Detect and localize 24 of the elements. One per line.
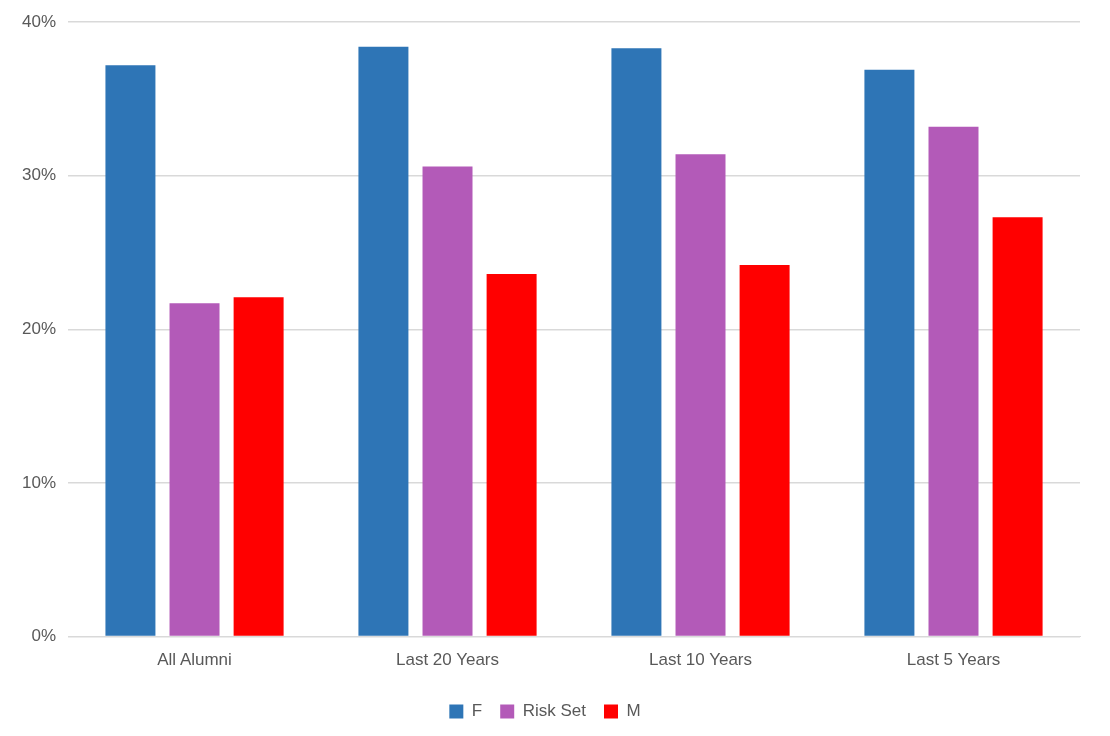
bar [422,166,473,636]
x-tick-label: Last 20 Years [396,650,500,670]
x-tick-label: Last 5 Years [906,650,1001,670]
legend-label: Risk Set [522,701,587,721]
bar [739,264,790,636]
bar [611,48,662,636]
bar [105,65,156,636]
x-tick-label: All Alumni [157,650,232,670]
y-tick-label: 10% [21,472,57,492]
bar [169,303,220,636]
bar [233,297,284,636]
bar [992,217,1043,636]
legend-label: M [626,701,641,721]
y-tick-label: 20% [21,319,57,339]
bar [358,46,409,636]
x-tick-label: Last 10 Years [648,650,753,670]
bar [486,274,537,636]
y-tick-label: 30% [21,165,57,185]
bar [675,154,726,636]
y-tick-label: 40% [21,11,57,31]
legend-label: F [471,701,483,721]
bar [864,69,915,636]
y-tick-label: 0% [31,626,57,646]
bar [928,126,979,636]
